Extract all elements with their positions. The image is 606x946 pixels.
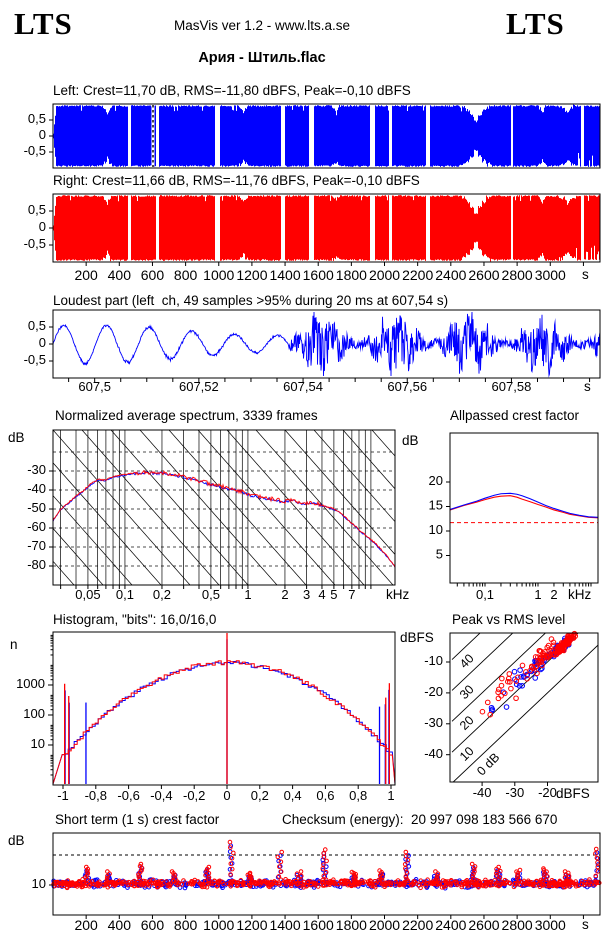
histogram-title: Histogram, "bits": 16,0/16,0: [53, 612, 217, 627]
loudest-part-title: Loudest part (left ch, 49 samples >95% d…: [53, 293, 449, 308]
loudest-time-unit: s: [584, 379, 591, 394]
wave-time-unit: s: [582, 267, 589, 282]
allpassed-db-label: dB: [402, 433, 419, 448]
short-term-time-unit: s: [582, 917, 589, 932]
wave-right-title: Right: Crest=11,66 dB, RMS=-11,76 dBFS, …: [53, 173, 420, 188]
spectrum-khz-unit: kHz: [386, 587, 410, 602]
wave-left-title: Left: Crest=11,70 dB, RMS=-11,80 dBFS, P…: [53, 83, 411, 98]
spectrum-db-label: dB: [8, 430, 25, 445]
lts-logo-right: LTS: [506, 6, 565, 41]
checksum-label: Checksum (energy): 20 997 098 183 566 67…: [282, 812, 558, 827]
peak-rms-title: Peak vs RMS level: [452, 612, 566, 627]
short-term-db-label: dB: [8, 833, 25, 848]
short-term-title: Short term (1 s) crest factor: [55, 812, 220, 827]
peak-rms-dbfs-unit: dBFS: [556, 786, 590, 801]
song-title: Ария - Штиль.flac: [198, 50, 326, 66]
lts-logo-left: LTS: [14, 6, 73, 41]
app-version-line: MasVis ver 1.2 - www.lts.a.se: [173, 18, 351, 33]
histogram-n-label: n: [10, 637, 18, 652]
spectrum-title: Normalized average spectrum, 3339 frames: [55, 408, 318, 423]
allpassed-title: Allpassed crest factor: [450, 408, 580, 423]
peak-rms-dbfs-label: dBFS: [400, 630, 434, 645]
allpassed-khz-unit: kHz: [568, 587, 592, 602]
